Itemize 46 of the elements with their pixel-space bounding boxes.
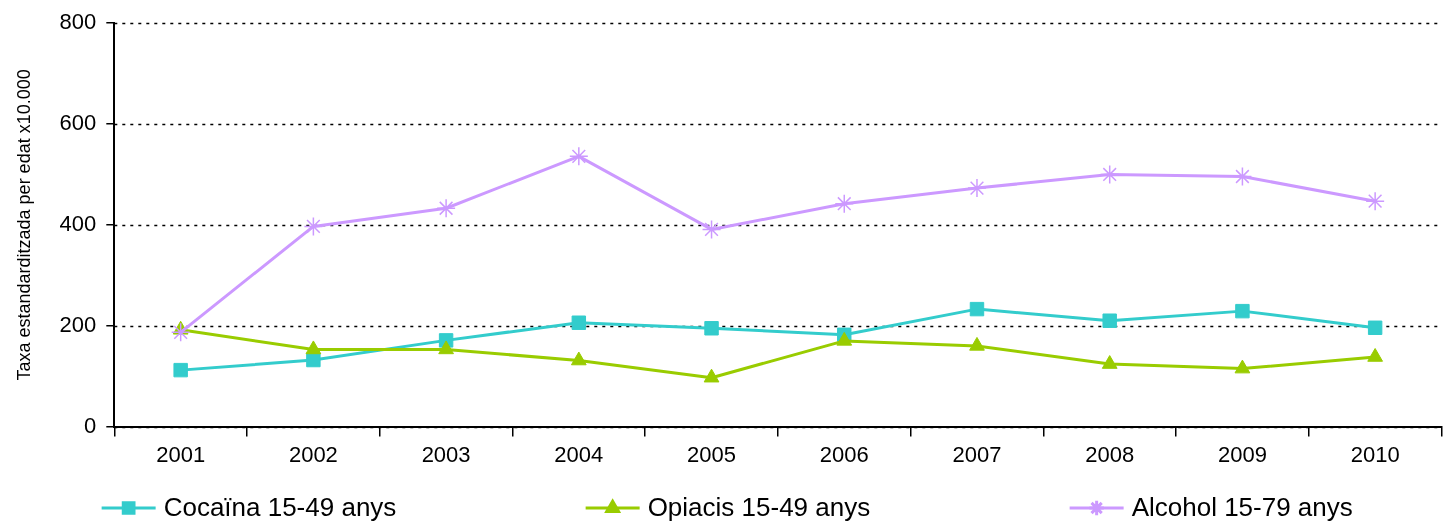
point xyxy=(436,198,456,219)
x-tick-label: 2007 xyxy=(952,441,1002,467)
x-tick-label: 2004 xyxy=(554,441,604,467)
legend-label: Alcohol 15-79 anys xyxy=(1131,492,1353,523)
x-tick-label: 2002 xyxy=(288,441,338,467)
point xyxy=(571,315,587,330)
point xyxy=(438,340,454,355)
point xyxy=(704,321,719,336)
point xyxy=(836,331,853,346)
y-tick-label: 800 xyxy=(59,9,97,35)
x-tick-label: 2003 xyxy=(421,441,471,467)
point xyxy=(1367,320,1383,335)
x-tick-label: 2008 xyxy=(1085,441,1135,467)
x-tick-label: 2009 xyxy=(1217,441,1267,467)
point xyxy=(570,351,587,366)
point xyxy=(967,178,987,198)
point xyxy=(1232,166,1253,187)
point xyxy=(306,352,321,368)
x-tick-label: 2010 xyxy=(1350,441,1400,467)
x-tick-label: 2006 xyxy=(819,441,869,467)
point xyxy=(703,368,720,383)
x-tick-label: 2001 xyxy=(156,441,206,467)
point xyxy=(1102,313,1117,328)
point xyxy=(173,362,188,378)
point xyxy=(701,219,722,240)
x-tick-label: 2005 xyxy=(687,441,737,467)
y-axis-title: Taxa estandarditzada per edat x10.000 xyxy=(13,69,34,381)
y-tick-label: 200 xyxy=(59,311,97,337)
point xyxy=(1365,191,1385,211)
y-tick-label: 400 xyxy=(59,210,97,236)
point xyxy=(1235,303,1250,319)
point xyxy=(1101,355,1118,369)
point xyxy=(1367,348,1383,362)
point xyxy=(1234,359,1251,374)
point xyxy=(170,322,191,343)
legend-label: Opiacis 15-49 anys xyxy=(647,492,871,523)
point xyxy=(569,146,589,167)
point xyxy=(969,301,985,317)
point xyxy=(969,336,985,351)
legend-label: Cocaïna 15-49 anys xyxy=(163,492,397,523)
y-tick-label: 600 xyxy=(59,110,97,136)
point xyxy=(303,216,324,237)
point xyxy=(305,340,322,355)
point xyxy=(834,193,855,214)
point xyxy=(1099,164,1120,185)
y-tick-label: 0 xyxy=(84,412,97,438)
